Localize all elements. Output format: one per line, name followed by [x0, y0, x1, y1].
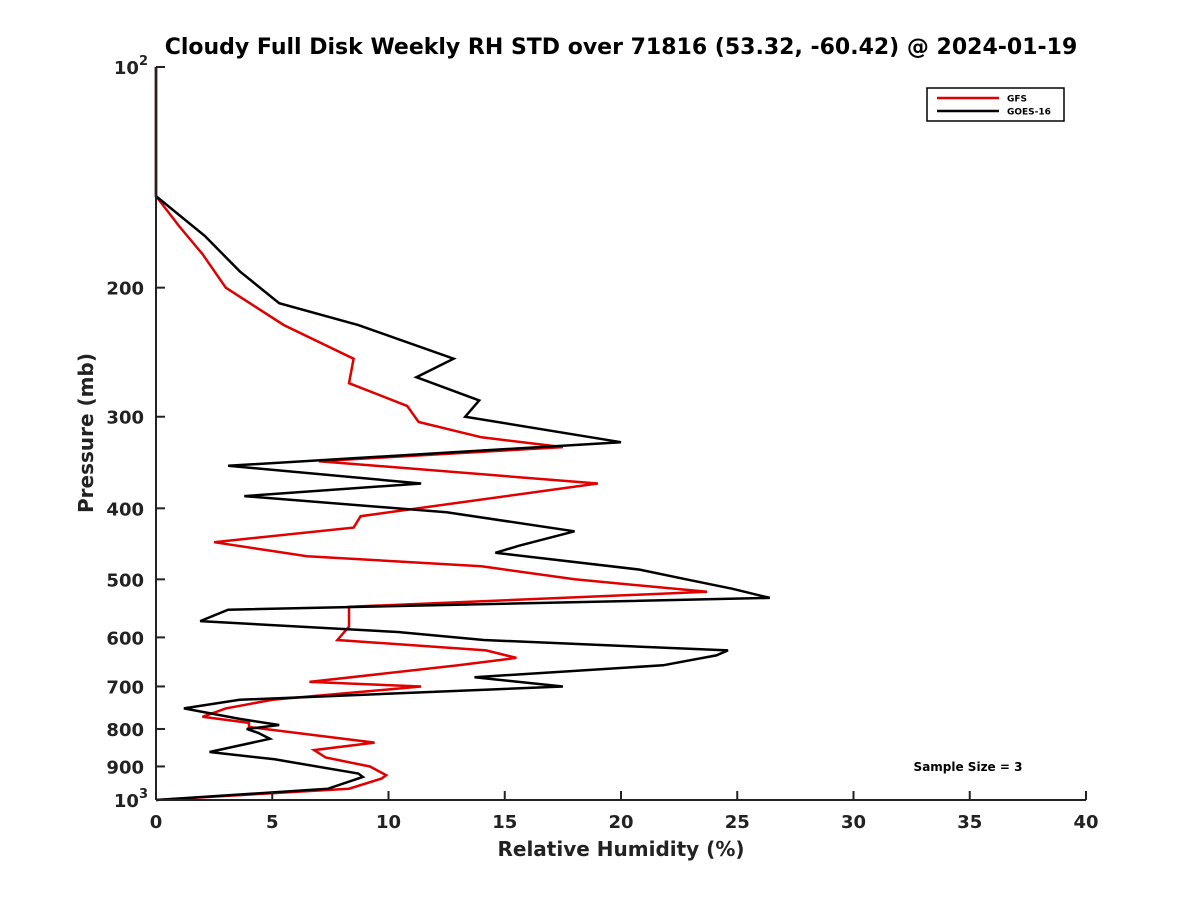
- y-tick-label: 200: [106, 279, 144, 300]
- y-tick-label: 500: [106, 570, 144, 591]
- y-axis-label: Pressure (mb): [74, 353, 98, 513]
- x-tick-label: 10: [376, 812, 401, 833]
- x-tick-label: 35: [957, 812, 982, 833]
- y-tick-label: 103: [114, 787, 148, 812]
- y-tick-label: 900: [106, 757, 144, 778]
- x-tick-label: 30: [841, 812, 866, 833]
- y-tick-label: 400: [106, 499, 144, 520]
- plot-area: [154, 67, 771, 802]
- legend-label-goes-16: GOES-16: [1007, 108, 1051, 118]
- x-axis-label: Relative Humidity (%): [497, 837, 744, 861]
- x-axis: 0 5 10 15 20 25 30 35 40: [150, 791, 1099, 833]
- series-line-goes-16: [154, 67, 771, 802]
- x-tick-label: 5: [266, 812, 279, 833]
- y-tick-label: 600: [106, 628, 144, 649]
- series-line-gfs: [154, 67, 708, 802]
- x-tick-label: 40: [1073, 812, 1098, 833]
- legend-box: [926, 87, 1065, 122]
- x-tick-label: 15: [492, 812, 517, 833]
- y-tick-label: 300: [106, 408, 144, 429]
- y-tick-label: 800: [106, 720, 144, 741]
- y-axis: 102 200 300 400 500 600 700 800 900 103: [106, 54, 165, 812]
- y-tick-label: 102: [114, 54, 148, 79]
- y-tick-label: 700: [106, 677, 144, 698]
- sample-size-annotation: Sample Size = 3: [914, 760, 1023, 774]
- chart-title: Cloudy Full Disk Weekly RH STD over 7181…: [165, 35, 1078, 60]
- x-tick-label: 0: [150, 812, 163, 833]
- x-tick-label: 20: [608, 812, 633, 833]
- x-tick-label: 25: [725, 812, 750, 833]
- legend: GFS GOES-16: [926, 87, 1065, 122]
- legend-label-gfs: GFS: [1007, 95, 1027, 105]
